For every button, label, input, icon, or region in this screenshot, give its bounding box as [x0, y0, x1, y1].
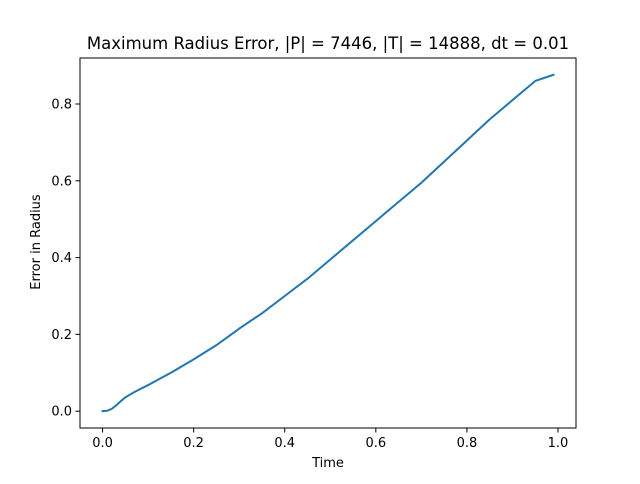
series-line-0 [101, 73, 555, 413]
x-tick-label: 0.0 [92, 436, 113, 451]
x-axis-label: Time [311, 456, 344, 471]
y-tick-label: 0.6 [51, 174, 72, 189]
y-axis-label: Error in Radius [29, 194, 44, 290]
x-tick-label: 0.4 [274, 436, 295, 451]
x-tick-label: 0.8 [457, 436, 478, 451]
x-tick-label: 1.0 [548, 436, 569, 451]
y-tick-label: 0.2 [51, 328, 72, 343]
x-tick-label: 0.6 [365, 436, 386, 451]
x-tick-label: 0.2 [183, 436, 204, 451]
chart-title: Maximum Radius Error, |P| = 7446, |T| = … [87, 34, 569, 53]
y-tick-label: 0.4 [51, 251, 72, 266]
axes-frame [79, 57, 577, 429]
y-tick-label: 0.8 [51, 98, 72, 113]
y-tick-label: 0.0 [51, 405, 72, 420]
plot-area: 0.0 0.2 0.4 0.6 0.8 1.0 0.0 0.2 0.4 0.6 0.8 [51, 57, 577, 451]
